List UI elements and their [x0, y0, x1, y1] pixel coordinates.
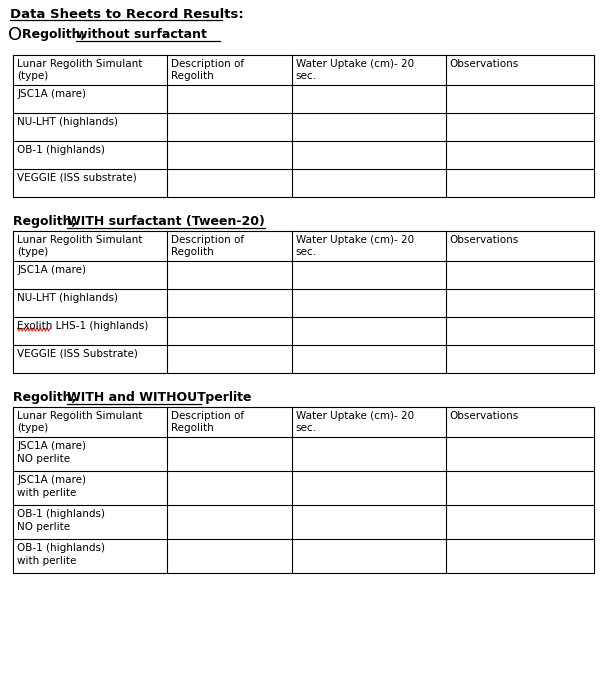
Text: without surfactant: without surfactant: [76, 28, 207, 41]
Text: VEGGIE (ISS Substrate): VEGGIE (ISS Substrate): [18, 349, 138, 359]
Text: Lunar Regolith Simulant
(type): Lunar Regolith Simulant (type): [18, 235, 143, 256]
Text: OB-1 (highlands): OB-1 (highlands): [18, 145, 106, 155]
Text: Observations: Observations: [450, 235, 519, 245]
Text: Water Uptake (cm)- 20
sec.: Water Uptake (cm)- 20 sec.: [296, 235, 414, 256]
Text: Exolith LHS-1 (highlands): Exolith LHS-1 (highlands): [18, 321, 149, 331]
Text: Observations: Observations: [450, 411, 519, 421]
Text: VEGGIE (ISS substrate): VEGGIE (ISS substrate): [18, 173, 137, 183]
Text: OB-1 (highlands)
with perlite: OB-1 (highlands) with perlite: [18, 543, 106, 566]
Text: Lunar Regolith Simulant
(type): Lunar Regolith Simulant (type): [18, 411, 143, 432]
Text: Regolith,: Regolith,: [13, 391, 81, 404]
Text: JSC1A (mare): JSC1A (mare): [18, 265, 86, 275]
Text: JSC1A (mare)
with perlite: JSC1A (mare) with perlite: [18, 475, 86, 498]
Text: O: O: [8, 26, 22, 44]
Text: WITH and WITHOUT: WITH and WITHOUT: [67, 391, 206, 404]
Text: Data Sheets to Record Results:: Data Sheets to Record Results:: [10, 8, 244, 21]
Text: JSC1A (mare)
NO perlite: JSC1A (mare) NO perlite: [18, 441, 86, 464]
Text: JSC1A (mare): JSC1A (mare): [18, 89, 86, 99]
Text: OB-1 (highlands)
NO perlite: OB-1 (highlands) NO perlite: [18, 509, 106, 532]
Text: perlite: perlite: [202, 391, 252, 404]
Text: Description of
Regolith: Description of Regolith: [171, 235, 244, 256]
Text: WITH surfactant (Tween-20): WITH surfactant (Tween-20): [67, 215, 265, 228]
Text: NU-LHT (highlands): NU-LHT (highlands): [18, 293, 118, 303]
Text: Water Uptake (cm)- 20
sec.: Water Uptake (cm)- 20 sec.: [296, 59, 414, 81]
Text: Description of
Regolith: Description of Regolith: [171, 411, 244, 432]
Text: Water Uptake (cm)- 20
sec.: Water Uptake (cm)- 20 sec.: [296, 411, 414, 432]
Text: Regolith,: Regolith,: [22, 28, 90, 41]
Text: Observations: Observations: [450, 59, 519, 69]
Text: Lunar Regolith Simulant
(type): Lunar Regolith Simulant (type): [18, 59, 143, 81]
Text: NU-LHT (highlands): NU-LHT (highlands): [18, 117, 118, 127]
Text: Description of
Regolith: Description of Regolith: [171, 59, 244, 81]
Text: Regolith,: Regolith,: [13, 215, 81, 228]
